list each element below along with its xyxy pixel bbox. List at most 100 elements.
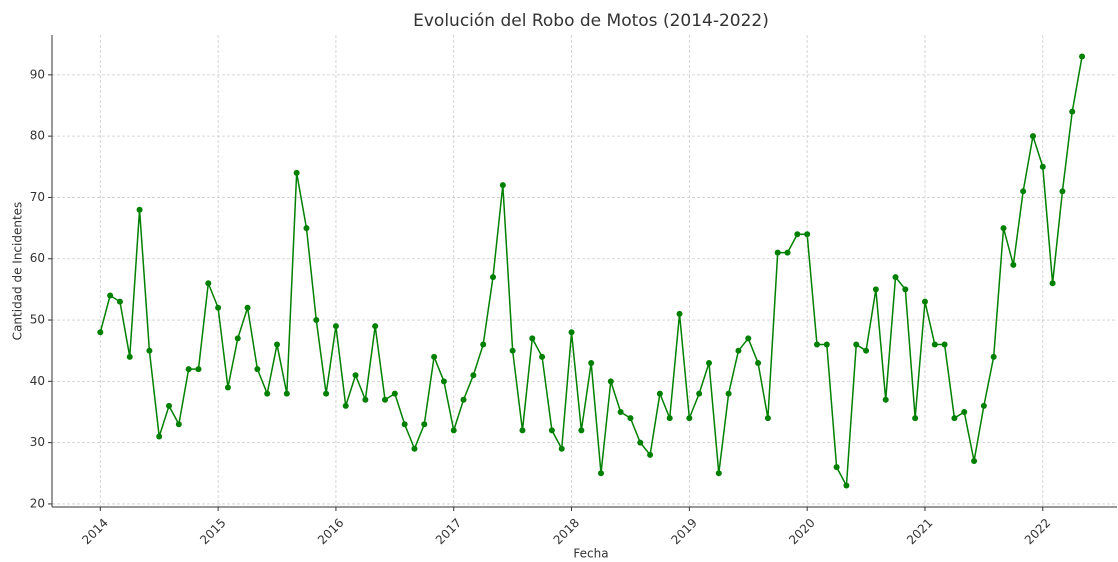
x-axis-label: Fecha — [573, 547, 608, 561]
y-tick-label: 80 — [30, 129, 45, 143]
data-point — [224, 384, 231, 391]
data-point — [558, 445, 565, 452]
data-point — [185, 366, 192, 373]
data-point — [794, 231, 801, 238]
data-point — [951, 415, 958, 422]
data-point — [519, 427, 526, 434]
data-point — [293, 169, 300, 176]
y-tick-label: 20 — [30, 496, 45, 510]
data-point — [548, 427, 555, 434]
series-line — [99, 56, 1083, 489]
data-point — [480, 341, 487, 348]
data-point — [499, 182, 506, 189]
data-point — [902, 286, 909, 293]
data-point — [440, 378, 447, 385]
data-point — [764, 415, 771, 422]
x-tick-label: 2015 — [197, 516, 228, 547]
data-point — [1039, 163, 1046, 170]
data-point — [921, 298, 928, 305]
data-point — [980, 402, 987, 409]
x-tick-label: 2016 — [315, 516, 346, 547]
data-point — [234, 335, 241, 342]
data-point — [823, 341, 830, 348]
data-point — [274, 341, 281, 348]
data-point — [244, 304, 251, 311]
data-point — [254, 366, 261, 373]
data-point — [774, 249, 781, 256]
data-point — [303, 225, 310, 232]
data-point — [686, 415, 693, 422]
data-point — [205, 280, 212, 287]
y-tick-label: 30 — [30, 435, 45, 449]
data-point — [166, 402, 173, 409]
x-tick-label: 2018 — [551, 516, 582, 547]
data-point — [1049, 280, 1056, 287]
chart-title: Evolución del Robo de Motos (2014-2022) — [413, 11, 769, 31]
data-point — [568, 329, 575, 336]
data-point — [470, 372, 477, 379]
data-point — [941, 341, 948, 348]
x-tick-label: 2022 — [1022, 516, 1053, 547]
data-point — [882, 396, 889, 403]
x-tick-label: 2020 — [786, 516, 817, 547]
data-point — [715, 470, 722, 477]
data-point — [1010, 261, 1017, 268]
y-tick-label: 40 — [30, 374, 45, 388]
data-point — [647, 451, 654, 458]
data-point — [323, 390, 330, 397]
data-point — [853, 341, 860, 348]
data-point — [460, 396, 467, 403]
data-point — [961, 408, 968, 415]
data-point — [509, 347, 516, 354]
data-point — [107, 292, 114, 299]
data-point — [813, 341, 820, 348]
data-point — [617, 408, 624, 415]
data-point — [195, 366, 202, 373]
data-point — [264, 390, 271, 397]
data-point — [656, 390, 663, 397]
data-point — [332, 323, 339, 330]
data-point — [1000, 225, 1007, 232]
data-point — [391, 390, 398, 397]
data-point — [725, 390, 732, 397]
x-tick-label: 2014 — [79, 516, 110, 547]
data-point — [755, 359, 762, 366]
data-point — [1020, 188, 1027, 195]
data-point — [382, 396, 389, 403]
data-point — [215, 304, 222, 311]
data-point — [1029, 133, 1036, 140]
data-point — [676, 310, 683, 317]
data-point — [597, 470, 604, 477]
data-point — [97, 329, 104, 336]
data-point — [283, 390, 290, 397]
data-point — [431, 353, 438, 360]
data-point — [342, 402, 349, 409]
y-tick-label: 60 — [30, 251, 45, 265]
data-point — [313, 317, 320, 324]
data-point — [892, 274, 899, 281]
x-tick-label: 2017 — [433, 516, 464, 547]
y-tick-label: 50 — [30, 313, 45, 327]
data-point — [578, 427, 585, 434]
data-point — [539, 353, 546, 360]
data-point — [627, 415, 634, 422]
data-point — [1079, 53, 1086, 60]
data-point — [804, 231, 811, 238]
y-tick-label: 70 — [30, 190, 45, 204]
data-point — [489, 274, 496, 281]
data-point — [843, 482, 850, 489]
data-point — [696, 390, 703, 397]
data-point — [1069, 108, 1076, 115]
data-point — [637, 439, 644, 446]
data-point — [136, 206, 143, 213]
y-axis-label: Cantidad de Incidentes — [11, 202, 25, 341]
data-point — [990, 353, 997, 360]
data-point — [126, 353, 133, 360]
data-point — [372, 323, 379, 330]
data-point — [745, 335, 752, 342]
data-point — [735, 347, 742, 354]
data-point — [863, 347, 870, 354]
data-point — [450, 427, 457, 434]
data-point — [362, 396, 369, 403]
